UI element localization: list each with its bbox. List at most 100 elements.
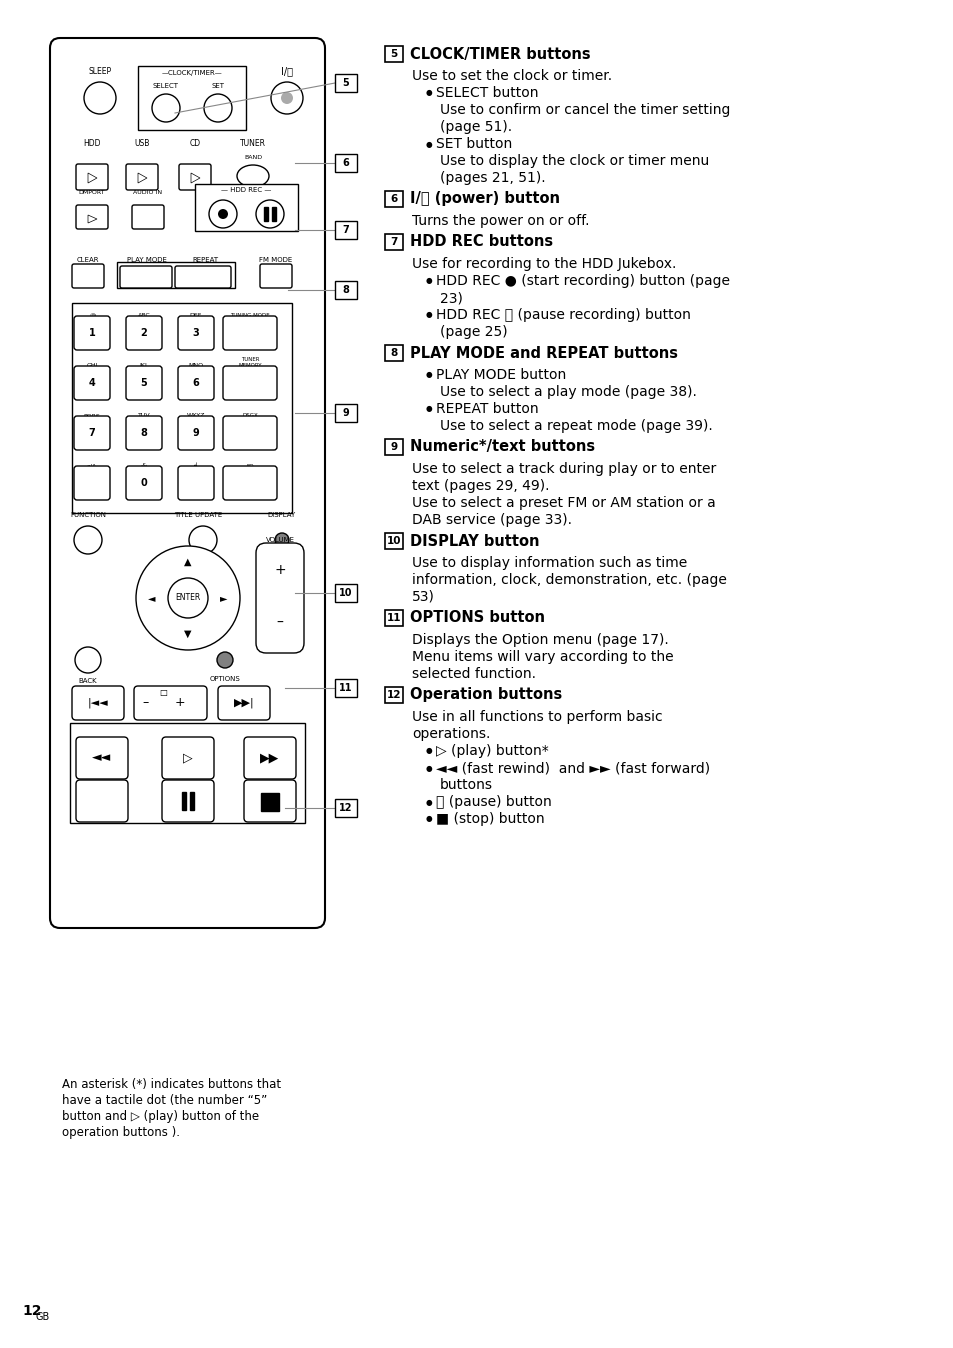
Text: HDD REC ⏸ (pause recording) button: HDD REC ⏸ (pause recording) button bbox=[436, 307, 690, 322]
Text: GB: GB bbox=[36, 1312, 51, 1322]
Text: HDD REC buttons: HDD REC buttons bbox=[410, 235, 553, 249]
FancyBboxPatch shape bbox=[179, 164, 211, 190]
Circle shape bbox=[168, 578, 208, 617]
Text: REPEAT button: REPEAT button bbox=[436, 402, 538, 417]
FancyBboxPatch shape bbox=[126, 466, 162, 500]
Text: ▷ (play) button*: ▷ (play) button* bbox=[436, 744, 548, 758]
Text: have a tactile dot (the number “5”: have a tactile dot (the number “5” bbox=[62, 1095, 267, 1107]
Text: SLEEP: SLEEP bbox=[89, 67, 112, 75]
Polygon shape bbox=[88, 214, 97, 222]
Circle shape bbox=[255, 200, 284, 228]
Bar bbox=[335, 404, 356, 422]
Text: Operation buttons: Operation buttons bbox=[410, 687, 561, 702]
Text: 11: 11 bbox=[386, 613, 401, 623]
Text: ↲: ↲ bbox=[193, 462, 198, 468]
Text: 12: 12 bbox=[22, 1304, 42, 1318]
Text: ●: ● bbox=[426, 763, 432, 772]
Text: I/⏻ (power) button: I/⏻ (power) button bbox=[410, 191, 559, 206]
Bar bbox=[261, 793, 278, 811]
FancyBboxPatch shape bbox=[50, 38, 325, 927]
Circle shape bbox=[281, 92, 293, 104]
Bar bbox=[138, 66, 246, 129]
Text: MNO: MNO bbox=[189, 363, 203, 368]
Text: CD: CD bbox=[190, 139, 200, 148]
Text: (page 51).: (page 51). bbox=[439, 120, 512, 133]
Circle shape bbox=[204, 94, 232, 123]
Text: FUNCTION: FUNCTION bbox=[70, 512, 106, 518]
Bar bbox=[385, 439, 402, 456]
FancyBboxPatch shape bbox=[126, 417, 162, 450]
Text: +: + bbox=[174, 697, 185, 709]
Text: text (pages 29, 49).: text (pages 29, 49). bbox=[412, 479, 549, 493]
Text: OPTIONS button: OPTIONS button bbox=[410, 611, 544, 625]
FancyBboxPatch shape bbox=[132, 205, 164, 229]
Text: PLAY MODE and REPEAT buttons: PLAY MODE and REPEAT buttons bbox=[410, 345, 678, 360]
Text: selected function.: selected function. bbox=[412, 667, 536, 681]
Text: Displays the Option menu (page 17).: Displays the Option menu (page 17). bbox=[412, 634, 668, 647]
FancyBboxPatch shape bbox=[223, 367, 276, 400]
FancyBboxPatch shape bbox=[76, 205, 108, 229]
Text: –: – bbox=[276, 616, 283, 630]
Text: ●: ● bbox=[426, 747, 432, 755]
Bar bbox=[335, 221, 356, 239]
Text: TUV: TUV bbox=[137, 412, 151, 418]
Text: An asterisk (*) indicates buttons that: An asterisk (*) indicates buttons that bbox=[62, 1078, 281, 1091]
Text: operation buttons ).: operation buttons ). bbox=[62, 1126, 180, 1139]
FancyBboxPatch shape bbox=[126, 164, 158, 190]
Text: 6: 6 bbox=[342, 158, 349, 168]
Bar bbox=[335, 154, 356, 173]
Text: TRANSFER: TRANSFER bbox=[86, 780, 118, 785]
Text: DAB service (page 33).: DAB service (page 33). bbox=[412, 514, 572, 527]
Text: ●: ● bbox=[426, 139, 432, 148]
Text: 4: 4 bbox=[89, 377, 95, 388]
Text: +: + bbox=[274, 563, 286, 577]
FancyBboxPatch shape bbox=[76, 737, 128, 779]
Text: ●: ● bbox=[426, 404, 432, 414]
FancyBboxPatch shape bbox=[244, 780, 295, 822]
Text: VOLUME: VOLUME bbox=[265, 537, 294, 543]
Text: ●: ● bbox=[426, 276, 432, 286]
Text: Use to confirm or cancel the timer setting: Use to confirm or cancel the timer setti… bbox=[439, 102, 730, 117]
FancyBboxPatch shape bbox=[223, 315, 276, 350]
Text: DSGX: DSGX bbox=[242, 412, 257, 418]
FancyBboxPatch shape bbox=[126, 367, 162, 400]
Text: SELECT: SELECT bbox=[152, 84, 179, 89]
Text: 8: 8 bbox=[140, 429, 148, 438]
FancyBboxPatch shape bbox=[223, 417, 276, 450]
Circle shape bbox=[216, 652, 233, 669]
Text: ►: ► bbox=[220, 593, 228, 603]
Text: 10: 10 bbox=[386, 537, 401, 546]
Text: Use to set the clock or timer.: Use to set the clock or timer. bbox=[412, 69, 612, 84]
Bar bbox=[335, 584, 356, 603]
Text: TUNING MODE: TUNING MODE bbox=[230, 313, 270, 318]
Text: |◄◄: |◄◄ bbox=[88, 698, 109, 708]
Text: TITLE UPDATE: TITLE UPDATE bbox=[173, 512, 222, 518]
Text: DISPLAY: DISPLAY bbox=[268, 512, 295, 518]
FancyBboxPatch shape bbox=[126, 315, 162, 350]
Circle shape bbox=[271, 82, 303, 115]
Text: button and ▷ (play) button of the: button and ▷ (play) button of the bbox=[62, 1109, 259, 1123]
FancyBboxPatch shape bbox=[133, 686, 207, 720]
FancyBboxPatch shape bbox=[162, 780, 213, 822]
Bar bbox=[385, 46, 402, 62]
Text: ABC: ABC bbox=[137, 313, 151, 318]
Text: (pages 21, 51).: (pages 21, 51). bbox=[439, 171, 545, 185]
Text: SET: SET bbox=[212, 84, 224, 89]
Text: 6: 6 bbox=[193, 377, 199, 388]
Text: ●: ● bbox=[426, 798, 432, 806]
Text: PQRS: PQRS bbox=[84, 412, 100, 418]
Text: 12: 12 bbox=[386, 690, 401, 700]
Text: WXYZ: WXYZ bbox=[187, 412, 205, 418]
Text: USB: USB bbox=[134, 139, 150, 148]
Text: -&: -& bbox=[140, 462, 148, 468]
Text: Use in all functions to perform basic: Use in all functions to perform basic bbox=[412, 710, 662, 724]
Text: .@: .@ bbox=[88, 313, 96, 318]
Circle shape bbox=[209, 200, 236, 228]
Text: 2: 2 bbox=[140, 328, 147, 338]
Text: □: □ bbox=[159, 689, 167, 697]
FancyBboxPatch shape bbox=[223, 466, 276, 500]
Circle shape bbox=[75, 647, 101, 673]
Circle shape bbox=[84, 82, 116, 115]
Text: information, clock, demonstration, etc. (page: information, clock, demonstration, etc. … bbox=[412, 573, 726, 586]
Bar bbox=[335, 74, 356, 92]
